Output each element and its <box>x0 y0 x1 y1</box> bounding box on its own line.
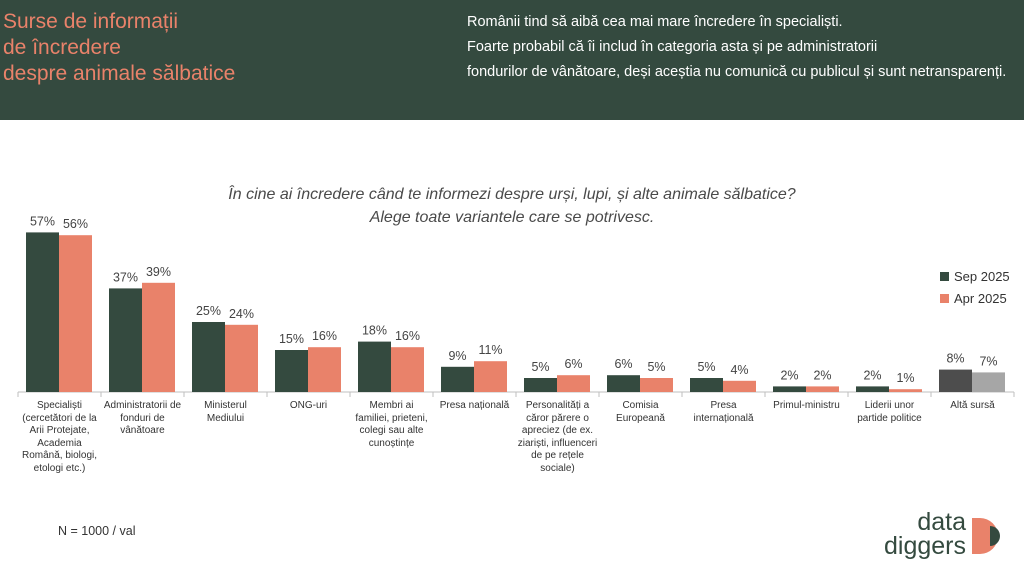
bar-apr-11 <box>972 372 1005 392</box>
bar-sep-0 <box>26 232 59 392</box>
category-label-3: ONG-uri <box>289 400 328 411</box>
category-label-5: Presa națională <box>439 400 510 411</box>
legend-label-apr: Apr 2025 <box>954 290 1007 306</box>
bar-apr-5 <box>474 361 507 392</box>
title-line-1: Surse de informații <box>3 10 179 33</box>
data-label-sep-5: 9% <box>448 349 466 363</box>
bar-sep-4 <box>358 341 391 392</box>
data-label-apr-5: 11% <box>478 343 502 357</box>
chart-question: În cine ai încredere când te informezi d… <box>0 183 1024 229</box>
data-label-sep-2: 25% <box>196 304 221 318</box>
title-line-3: despre animale sălbatice <box>3 62 236 85</box>
logo-wordmark: data diggers <box>868 508 966 560</box>
data-label-sep-4: 18% <box>362 324 387 338</box>
header-description: Românii tind să aibă cea mai mare încred… <box>467 13 1012 88</box>
description-line-2: Foarte probabil că îi includ în categori… <box>467 39 878 55</box>
category-label-6: Personalități a căror părere o apreciez … <box>517 400 598 474</box>
data-label-apr-1: 39% <box>146 265 171 279</box>
data-label-apr-7: 5% <box>647 360 665 374</box>
data-label-apr-6: 6% <box>564 357 582 371</box>
data-label-sep-8: 5% <box>697 360 715 374</box>
bar-apr-7 <box>640 378 673 392</box>
bar-apr-10 <box>889 389 922 392</box>
category-label-8: Presa internațională <box>693 400 754 424</box>
bar-sep-3 <box>275 350 308 392</box>
chart-legend: Sep 2025 Apr 2025 <box>940 265 1010 309</box>
data-label-sep-0: 57% <box>30 214 55 228</box>
data-label-apr-4: 16% <box>395 329 420 343</box>
category-label-1: Administratorii de fonduri de vânătoare <box>103 400 182 436</box>
data-label-apr-10: 1% <box>896 371 914 385</box>
legend-item-apr: Apr 2025 <box>940 287 1010 309</box>
bar-apr-2 <box>225 324 258 392</box>
description-line-1: Românii tind să aibă cea mai mare încred… <box>467 14 843 30</box>
bar-sep-7 <box>607 375 640 392</box>
bar-apr-8 <box>723 380 756 392</box>
bar-sep-5 <box>441 366 474 392</box>
bar-sep-11 <box>939 369 972 392</box>
category-label-7: Comisia Europeană <box>616 400 665 424</box>
bar-apr-0 <box>59 235 92 392</box>
page-title: Surse de informații de încredere despre … <box>3 9 423 87</box>
data-label-sep-1: 37% <box>113 270 138 284</box>
logo-line-1: data <box>917 508 966 536</box>
data-diggers-logo: data diggers <box>868 510 1018 560</box>
category-label-10: Liderii unor partide politice <box>857 400 922 424</box>
data-label-apr-9: 2% <box>813 368 831 382</box>
data-label-sep-11: 8% <box>946 352 964 366</box>
bar-sep-9 <box>773 386 806 392</box>
legend-swatch-apr <box>940 293 949 303</box>
title-line-2: de încredere <box>3 36 121 59</box>
data-label-apr-0: 56% <box>63 217 88 231</box>
bar-sep-1 <box>109 288 142 392</box>
chart-title: În cine ai încredere când te informezi d… <box>228 186 796 203</box>
legend-label-sep: Sep 2025 <box>954 268 1010 284</box>
data-label-sep-9: 2% <box>780 368 798 382</box>
bar-sep-8 <box>690 378 723 392</box>
bar-apr-9 <box>806 386 839 392</box>
sample-size-note: N = 1000 / val <box>58 524 136 538</box>
bar-apr-1 <box>142 282 175 392</box>
bar-sep-10 <box>856 386 889 392</box>
category-labels: Specialiști (cercetători de la Arii Prot… <box>0 400 1024 510</box>
data-label-apr-2: 24% <box>229 307 254 321</box>
category-label-4: Membri ai familiei, prieteni, colegi sau… <box>355 400 428 449</box>
legend-swatch-sep <box>940 271 949 281</box>
bar-apr-6 <box>557 375 590 392</box>
category-label-0: Specialiști (cercetători de la Arii Prot… <box>21 400 98 474</box>
bar-sep-2 <box>192 322 225 392</box>
category-label-2: Ministerul Mediului <box>204 400 247 424</box>
category-label-9: Primul-ministru <box>773 400 840 411</box>
category-label-11: Altă sursă <box>950 400 995 411</box>
data-label-sep-10: 2% <box>863 368 881 382</box>
bar-apr-3 <box>308 347 341 392</box>
data-label-apr-3: 16% <box>312 329 337 343</box>
legend-item-sep: Sep 2025 <box>940 265 1010 287</box>
data-label-apr-11: 7% <box>979 354 997 368</box>
description-line-3: fondurilor de vânătoare, deși aceștia nu… <box>467 64 1007 80</box>
data-label-sep-3: 15% <box>279 332 304 346</box>
logo-mark-icon <box>972 518 1000 554</box>
bar-sep-6 <box>524 378 557 392</box>
data-label-apr-8: 4% <box>730 363 748 377</box>
header-banner: Surse de informații de încredere despre … <box>0 0 1024 120</box>
logo-line-2: diggers <box>884 532 966 560</box>
chart-subtitle: Alege toate variantele care se potrivesc… <box>369 209 655 226</box>
bar-apr-4 <box>391 347 424 392</box>
data-label-sep-7: 6% <box>614 357 632 371</box>
data-label-sep-6: 5% <box>531 360 549 374</box>
